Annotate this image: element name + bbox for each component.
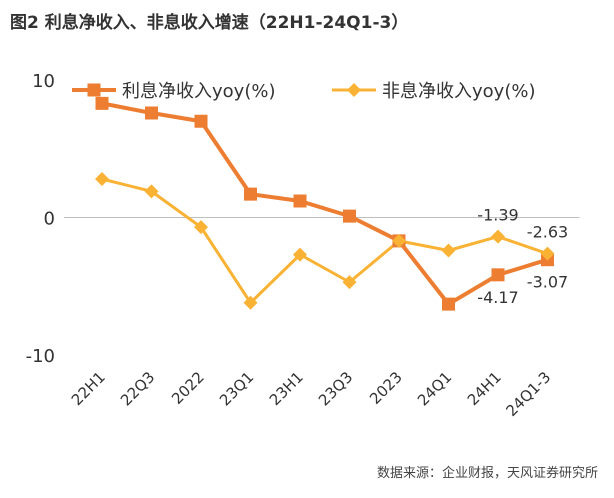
y-tick-label: -10 (26, 346, 55, 367)
data-point-noninterest (144, 184, 159, 199)
data-point-noninterest (540, 246, 555, 261)
data-point-noninterest (95, 172, 109, 186)
y-tick-label: 0 (44, 209, 55, 230)
data-label: -1.39 (477, 206, 518, 225)
source-note: 数据来源：企业财报，天风证券研究所 (376, 466, 598, 481)
data-label: -2.63 (527, 223, 568, 242)
y-tick-label: 10 (32, 71, 55, 92)
x-tick-label: 24H1 (464, 368, 505, 409)
x-tick-label: 23Q1 (216, 368, 257, 409)
legend-marker-noninterest (347, 83, 361, 97)
data-point-noninterest (342, 275, 357, 290)
data-point-interest (194, 114, 208, 128)
series-line-noninterest (101, 177, 548, 305)
legend-marker-interest (87, 83, 101, 97)
x-tick-label: 2022 (168, 368, 208, 408)
data-point-noninterest (491, 229, 505, 244)
legend-label-noninterest: 非息净收入yoy(%) (382, 81, 535, 102)
data-point-interest (293, 194, 307, 208)
data-point-interest (442, 297, 455, 311)
x-tick-label: 22H1 (68, 368, 109, 409)
series-line-interest (101, 101, 549, 307)
x-tick-label: 23Q3 (315, 368, 356, 409)
x-tick-label: 24Q1-3 (502, 368, 554, 420)
x-tick-label: 22Q3 (117, 368, 158, 409)
legend-label-interest: 利息净收入yoy(%) (122, 81, 275, 102)
x-tick-label: 24Q1 (414, 368, 455, 409)
data-point-noninterest (243, 295, 258, 310)
data-point-interest (95, 96, 109, 110)
data-label: -4.17 (477, 288, 518, 307)
data-point-interest (244, 187, 257, 201)
data-point-noninterest (392, 233, 406, 248)
data-point-interest (145, 106, 158, 120)
data-point-interest (343, 209, 356, 223)
data-point-interest (491, 268, 505, 282)
data-point-noninterest (441, 243, 456, 258)
data-point-noninterest (293, 247, 307, 262)
x-tick-label: 23H1 (266, 368, 307, 409)
data-label: -3.07 (527, 273, 568, 292)
chart-title: 图2 利息净收入、非息收入增速（22H1-24Q1-3） (10, 13, 409, 33)
x-tick-label: 2023 (366, 368, 406, 408)
data-point-noninterest (194, 220, 208, 235)
